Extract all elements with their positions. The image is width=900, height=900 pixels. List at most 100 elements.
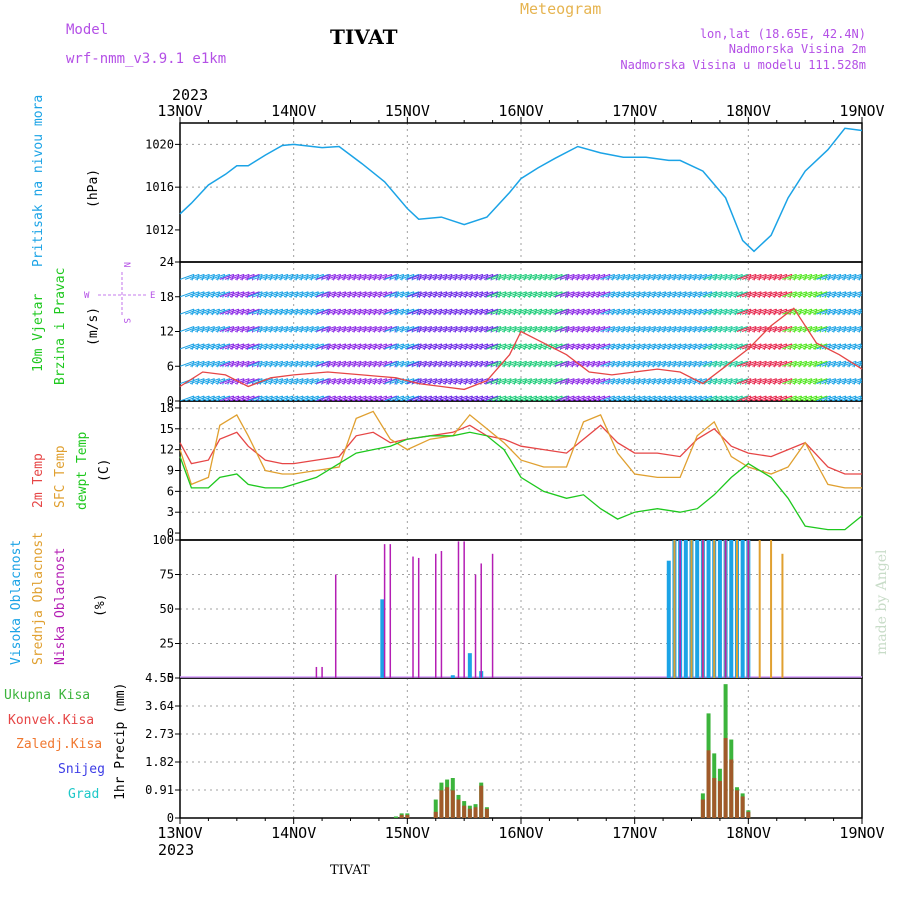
wind-barb-flag xyxy=(539,326,543,333)
wind-barb-flag xyxy=(196,378,200,385)
wind-barb xyxy=(367,395,382,401)
wind-barb xyxy=(468,395,483,401)
wind-barb xyxy=(432,308,448,315)
cloud-mid-bar xyxy=(758,540,761,678)
wind-barb-flag xyxy=(275,361,279,368)
wind-barb-flag xyxy=(353,291,357,298)
wind-barb xyxy=(610,308,625,315)
wind-barb-flag xyxy=(627,291,631,298)
wind-barb xyxy=(565,273,580,280)
wind-barb-flag xyxy=(724,308,728,316)
wind-barb-flag xyxy=(688,361,692,368)
wind-barb xyxy=(656,326,671,332)
wind-barb xyxy=(283,395,299,401)
wind-barb xyxy=(248,343,263,350)
wind-barb xyxy=(772,308,787,315)
wind-barb xyxy=(268,308,283,315)
wind-barb xyxy=(570,378,585,385)
wind-barb-flag xyxy=(779,395,783,401)
wind-barb xyxy=(736,308,752,315)
wind-barb-flag xyxy=(343,343,347,351)
wind-barb-flag xyxy=(734,361,738,368)
wind-barb-flag xyxy=(529,291,533,298)
wind-barb xyxy=(367,360,382,367)
wind-barb xyxy=(341,360,357,367)
wind-barb-flag xyxy=(714,291,718,298)
wind-barb xyxy=(620,378,636,385)
wind-barb-flag xyxy=(848,291,852,298)
wind-barb xyxy=(852,275,862,280)
wind-barb xyxy=(200,395,215,401)
wind-barb-flag xyxy=(673,291,677,298)
wind-barb-flag xyxy=(513,361,517,368)
wind-barb-flag xyxy=(275,378,279,385)
wind-barb xyxy=(857,329,862,332)
wind-barb-flag xyxy=(653,343,656,351)
y-tick-label: 0 xyxy=(167,671,174,685)
wind-barb-flag xyxy=(809,395,813,401)
wind-barb xyxy=(195,360,210,367)
wind-barb-flag xyxy=(338,378,342,385)
wind-barb xyxy=(190,360,205,367)
wind-barb-flag xyxy=(401,291,405,298)
y-tick-label: 18 xyxy=(160,290,174,304)
wind-barb-flag xyxy=(368,343,372,351)
wind-barb xyxy=(757,378,772,385)
wind-barb-flag xyxy=(264,343,268,351)
wind-barb-flag xyxy=(709,274,713,281)
wind-barb xyxy=(554,343,570,350)
wind-title-1: 10m Vjetar xyxy=(31,294,46,372)
wind-barb xyxy=(367,291,382,298)
wind-barb xyxy=(321,343,336,350)
cloud-mid-bar xyxy=(770,540,773,678)
wind-barb-flag xyxy=(663,291,667,298)
wind-barb-flag xyxy=(259,291,263,298)
wind-barb-flag xyxy=(327,343,331,351)
wind-barb-flag xyxy=(602,326,606,333)
wind-barb xyxy=(496,273,512,280)
wind-barb xyxy=(826,291,841,298)
wind-barb xyxy=(422,291,437,298)
wind-barb-flag xyxy=(264,274,268,281)
wind-barb-flag xyxy=(814,395,818,401)
wind-barb xyxy=(641,395,656,401)
wind-barb xyxy=(240,308,255,315)
wind-barb-flag xyxy=(683,308,687,316)
wind-barb xyxy=(736,291,752,298)
wind-barb-flag xyxy=(379,308,383,316)
wind-barb-flag xyxy=(196,395,200,401)
wind-barb-flag xyxy=(524,343,527,351)
wind-barb xyxy=(636,395,651,401)
wind-barb xyxy=(294,326,309,332)
wind-barb-flag xyxy=(290,343,294,351)
cloud-low-bar xyxy=(702,540,704,678)
precip-conv-bar xyxy=(723,738,728,818)
wind-barb-flag xyxy=(592,291,596,298)
wind-barb-flag xyxy=(259,361,263,368)
wind-barb-flag xyxy=(241,291,245,298)
wind-barb-flag xyxy=(793,274,797,281)
wind-barb-flag xyxy=(714,308,718,316)
wind-barb xyxy=(625,343,641,350)
wind-barb xyxy=(782,291,797,298)
wind-barb-flag xyxy=(269,274,273,281)
wind-barb xyxy=(245,273,260,280)
wind-barb xyxy=(382,360,398,367)
wind-barb xyxy=(468,378,483,385)
cloud-low-bar xyxy=(463,541,465,678)
wind-barb xyxy=(777,378,793,385)
wind-barb-flag xyxy=(201,343,205,351)
wind-barb xyxy=(268,360,283,367)
wind-barb xyxy=(677,273,692,280)
wind-barb-flag xyxy=(464,378,468,385)
wind-barb xyxy=(585,343,600,350)
wind-barb xyxy=(304,395,319,401)
wind-barb xyxy=(437,291,453,298)
wind-barb xyxy=(357,308,372,315)
wind-barb-flag xyxy=(290,326,294,333)
wind-barb xyxy=(473,360,488,367)
wind-barb xyxy=(432,291,448,298)
wind-barb-flag xyxy=(327,326,331,333)
wind-barb xyxy=(646,343,661,350)
wind-barb xyxy=(553,360,568,367)
